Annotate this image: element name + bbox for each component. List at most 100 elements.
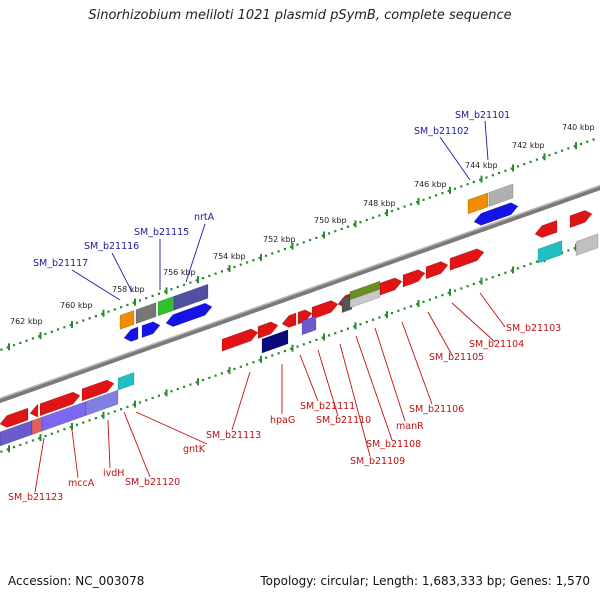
track-dot — [309, 341, 312, 344]
track-dot — [296, 243, 299, 246]
track-dot — [340, 227, 343, 231]
track-dot — [435, 194, 438, 197]
gene-label-mcca[interactable]: mccA — [68, 478, 95, 489]
track-dot — [302, 343, 305, 346]
track-dot — [113, 308, 116, 311]
track-dot — [31, 439, 34, 442]
gene-label-nrta[interactable]: nrtA — [194, 212, 215, 223]
track-dot — [277, 352, 280, 355]
callout-line — [71, 429, 79, 479]
reverse-gene-box — [349, 288, 381, 309]
track-dot — [201, 277, 205, 280]
gene-label-sm-b21116[interactable]: SM_b21116 — [84, 241, 139, 252]
gene-label-sm-b21101[interactable]: SM_b21101 — [455, 110, 510, 121]
track-dot — [75, 423, 79, 426]
track-dot — [409, 203, 412, 206]
track-dot — [561, 251, 564, 254]
callout-line — [231, 371, 251, 431]
track-dot — [346, 225, 349, 228]
backbone-line — [0, 184, 600, 404]
track-dot — [151, 396, 154, 400]
reverse-gene-box — [537, 240, 563, 264]
track-dot — [334, 332, 337, 335]
forward-gene-arrow — [297, 309, 313, 325]
track-dot — [485, 176, 488, 179]
track-dot — [372, 216, 375, 219]
track-dot — [120, 408, 123, 411]
track-dot — [554, 151, 557, 155]
track-dot — [63, 428, 66, 431]
track-dot — [428, 196, 431, 199]
reverse-gene-box — [301, 315, 317, 336]
track-dot — [529, 262, 532, 265]
track-dot — [353, 223, 356, 226]
track-dot — [321, 234, 324, 237]
track-dot — [170, 390, 173, 393]
track-dot — [422, 198, 425, 201]
kbp-tick-label: 752 kbp — [263, 235, 296, 244]
track-dot — [567, 249, 570, 252]
forward-gene-arrow — [449, 248, 485, 271]
track-dot — [491, 174, 494, 177]
track-dot — [479, 178, 482, 181]
track-dot — [264, 356, 268, 359]
upper-blue-gene-arrow — [165, 312, 179, 327]
track-dot — [296, 345, 299, 348]
track-dot — [472, 282, 475, 286]
gene-label-sm-b21120[interactable]: SM_b21120 — [125, 477, 180, 488]
track-dot — [573, 145, 576, 148]
track-dot — [586, 140, 589, 143]
gene-label-manr[interactable]: manR — [396, 421, 424, 432]
track-dot — [82, 319, 85, 322]
callout-line — [427, 311, 453, 356]
track-dot — [453, 187, 457, 190]
gene-label-sm-b21111[interactable]: SM_b21111 — [300, 401, 355, 412]
gene-label-sm-b21115[interactable]: SM_b21115 — [134, 227, 189, 238]
reverse-gene-box — [261, 329, 289, 354]
track-dot — [264, 254, 268, 257]
gene-label-sm-b21104[interactable]: SM_b21104 — [469, 339, 524, 350]
track-dot — [164, 290, 167, 293]
track-dot — [0, 348, 3, 351]
gene-label-sm-b21108[interactable]: SM_b21108 — [366, 439, 421, 450]
track-dot — [138, 401, 142, 404]
callout-line — [355, 335, 393, 441]
gene-label-sm-b21102[interactable]: SM_b21102 — [414, 126, 469, 137]
callout-line — [451, 302, 496, 343]
track-dot — [44, 332, 47, 336]
track-dot — [189, 281, 192, 284]
gene-features — [0, 183, 599, 447]
gene-label-sm-b21117[interactable]: SM_b21117 — [33, 258, 88, 269]
track-dot — [88, 419, 91, 422]
track-dot — [579, 142, 583, 146]
track-dot — [403, 307, 406, 310]
track-dot — [214, 374, 217, 377]
track-dot — [283, 247, 286, 251]
track-dot — [453, 289, 457, 292]
gene-label-sm-b21113[interactable]: SM_b21113 — [206, 430, 261, 441]
gene-label-sm-b21106[interactable]: SM_b21106 — [409, 404, 464, 415]
callout-line — [34, 437, 45, 493]
gene-label-ivdh[interactable]: ivdH — [103, 468, 124, 479]
gene-label-hpag[interactable]: hpaG — [270, 415, 295, 426]
track-dot — [302, 241, 305, 244]
gene-label-sm-b21103[interactable]: SM_b21103 — [506, 323, 561, 334]
track-dot — [460, 185, 463, 188]
callout-line — [123, 411, 151, 478]
gene-label-gntk[interactable]: gntK — [183, 444, 206, 455]
kbp-tick-label: 748 kbp — [363, 199, 396, 208]
kbp-tick-label: 762 kbp — [10, 317, 43, 326]
gene-label-sm-b21123[interactable]: SM_b21123 — [8, 492, 63, 503]
reverse-gene-box — [341, 294, 353, 314]
upper-blue-gene-arrow — [123, 326, 139, 342]
track-dot — [542, 156, 545, 159]
track-dot — [390, 209, 394, 213]
upper-gene-box — [173, 283, 209, 311]
track-dot — [353, 325, 356, 328]
gene-label-sm-b21105[interactable]: SM_b21105 — [429, 352, 484, 363]
gene-label-sm-b21109[interactable]: SM_b21109 — [350, 456, 405, 467]
track-dot — [529, 160, 532, 163]
gene-label-sm-b21110[interactable]: SM_b21110 — [316, 415, 371, 426]
track-dot — [309, 239, 312, 242]
